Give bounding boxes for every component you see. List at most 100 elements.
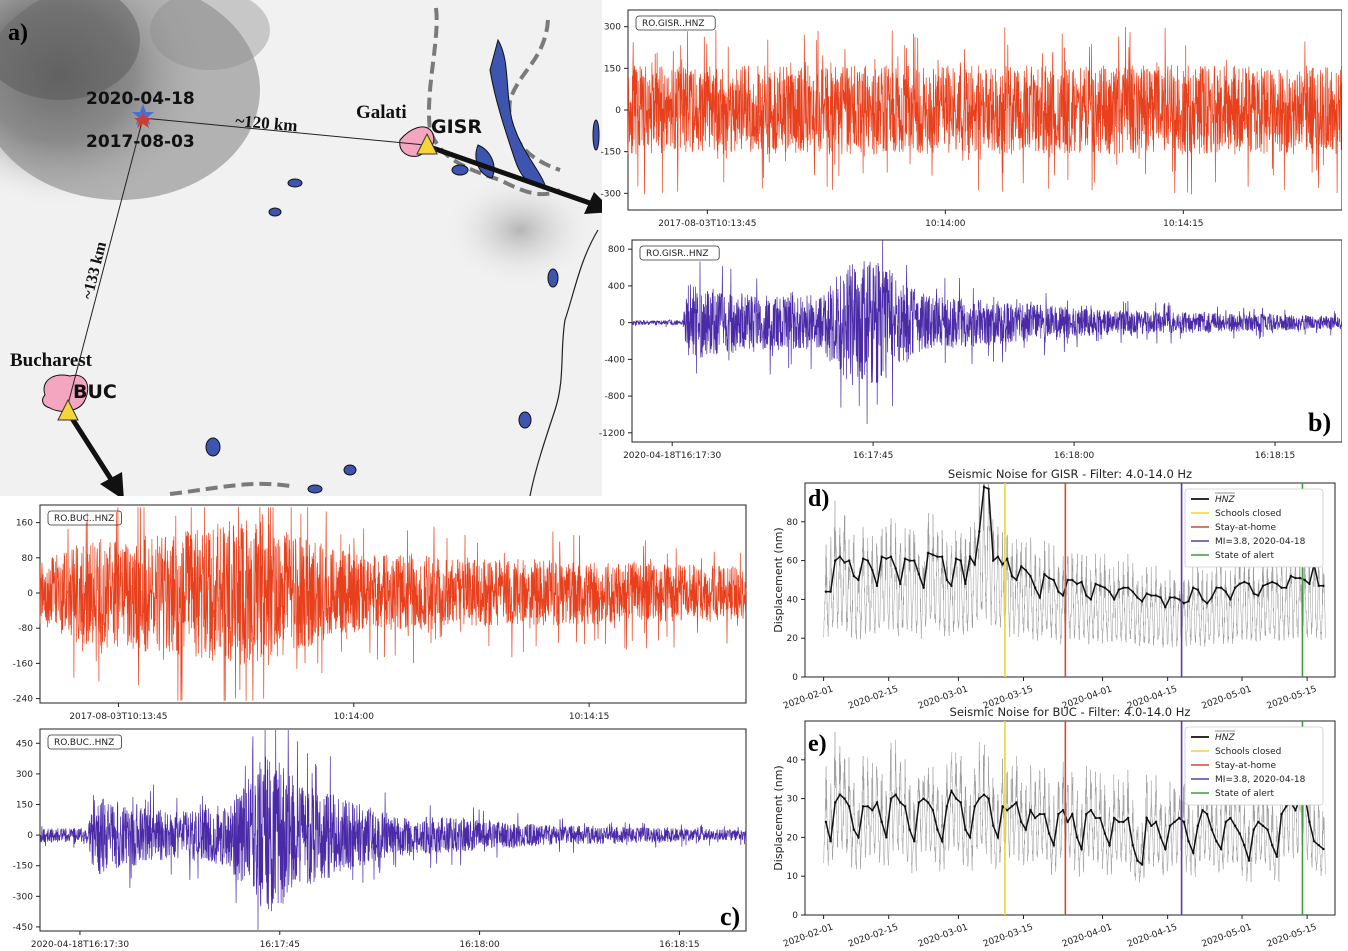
- daily-median-point: [1187, 600, 1190, 603]
- x-tick-label: 16:17:45: [260, 940, 300, 950]
- legend-entry: MI=3.8, 2020-04-18: [1215, 775, 1306, 785]
- y-tick-label: 20: [787, 634, 799, 644]
- waveform-trace: [39, 729, 747, 931]
- daily-median-point: [1154, 820, 1158, 824]
- x-tick-label: 16:18:00: [1054, 451, 1095, 461]
- panel-label-b: b): [1308, 408, 1332, 437]
- daily-median-point: [1257, 594, 1260, 597]
- arrow-to-panel-c: [65, 410, 119, 489]
- daily-median-point: [1182, 820, 1186, 824]
- station-label-buc: BUC: [73, 381, 117, 403]
- daily-median-point: [978, 530, 981, 533]
- y-tick-label: 0: [615, 106, 621, 116]
- daily-median-point: [1122, 586, 1125, 589]
- daily-median-point: [1303, 578, 1306, 582]
- daily-median-point: [899, 582, 902, 586]
- x-tick-label: 10:14:00: [925, 219, 966, 229]
- y-tick-label: 0: [27, 831, 33, 841]
- daily-median-point: [931, 809, 935, 812]
- arrow-head-c: [100, 472, 124, 500]
- daily-median-point: [1173, 596, 1176, 599]
- daily-median-point: [1038, 596, 1041, 599]
- daily-median-point: [950, 789, 953, 793]
- daily-median-point: [1257, 820, 1260, 824]
- x-tick-label: 2020-04-18T16:17:30: [623, 451, 721, 461]
- daily-median-point: [889, 797, 893, 800]
- daily-median-point: [1145, 592, 1148, 595]
- daily-median-point: [1205, 602, 1209, 605]
- daily-median-point: [1080, 847, 1083, 851]
- legend-label: RO.GISR..HNZ: [646, 249, 709, 259]
- daily-median-point: [824, 820, 828, 824]
- daily-median-point: [908, 828, 911, 831]
- daily-median-point: [1085, 812, 1088, 816]
- y-tick-label: -300: [601, 189, 622, 199]
- daily-median-point: [1131, 590, 1134, 593]
- daily-median-point: [1010, 805, 1014, 808]
- daily-median-point: [1136, 596, 1139, 599]
- daily-median-point: [1317, 584, 1320, 588]
- daily-median-point: [1308, 820, 1311, 824]
- daily-median-point: [1210, 596, 1213, 599]
- daily-median-point: [899, 801, 902, 804]
- daily-median-point: [1229, 598, 1232, 601]
- x-tick-label: 2017-08-03T10:13:45: [658, 219, 756, 229]
- x-tick-label: 16:17:45: [853, 451, 893, 461]
- distance-line-south: [66, 117, 144, 409]
- daily-median-point: [894, 793, 897, 796]
- daily-median-point: [834, 559, 837, 562]
- daily-median-point: [1080, 580, 1083, 584]
- legend-box: [1184, 488, 1324, 568]
- y-tick-label: 60: [787, 557, 799, 567]
- x-tick-label: 16:18:15: [1255, 451, 1295, 461]
- y-axis-label: Displacement (nm): [772, 527, 785, 632]
- daily-median-point: [885, 836, 888, 839]
- relief-map: a) 2020-04-18 2017-08-03 ~120 km ~133 km…: [0, 0, 614, 500]
- daily-median-point: [1019, 820, 1023, 824]
- daily-median-point: [1099, 584, 1102, 588]
- daily-median-point: [1019, 565, 1023, 568]
- event-2017-star: [134, 112, 152, 128]
- daily-median-point: [1182, 602, 1186, 605]
- panel-label-c: c): [720, 902, 741, 931]
- waveform-buc-2020: 450 300 150 0 -150 -300 -450 2020-04-18T16:17:3…: [13, 728, 747, 950]
- daily-median-point: [861, 557, 865, 560]
- y-tick-label: 10: [787, 872, 799, 882]
- daily-median-point: [1322, 584, 1325, 588]
- y-tick-label: -240: [13, 695, 34, 705]
- daily-median-point: [1196, 824, 1200, 827]
- daily-median-point: [992, 559, 995, 562]
- daily-median-point: [852, 828, 856, 831]
- daily-median-point: [1178, 598, 1181, 601]
- x-tick-label: 16:18:00: [459, 940, 500, 950]
- daily-median-point: [913, 840, 916, 843]
- daily-median-point: [1094, 816, 1097, 820]
- daily-median-point: [1284, 805, 1288, 808]
- legend-entry: HNZ: [1215, 733, 1236, 743]
- daily-median-point: [1275, 855, 1279, 858]
- daily-median-point: [1029, 809, 1032, 812]
- event-date-2017: 2017-08-03: [86, 132, 195, 152]
- daily-median-point: [903, 557, 907, 560]
- x-tick-label: 2020-04-15: [1126, 922, 1179, 949]
- noise-chart-gisr: Seismic Noise for GISR - Filter: 4.0-14.…: [772, 467, 1336, 711]
- daily-median-point: [829, 590, 832, 593]
- daily-median-point: [885, 557, 888, 560]
- daily-median-point: [996, 555, 1000, 558]
- daily-median-point: [894, 567, 897, 570]
- daily-median-point: [1047, 576, 1051, 580]
- daily-median-point: [954, 557, 958, 560]
- y-tick-label: -1200: [599, 429, 625, 439]
- daily-median-point: [954, 797, 958, 800]
- daily-median-point: [1238, 832, 1241, 835]
- daily-median-point: [927, 801, 930, 804]
- daily-median-point: [945, 578, 948, 582]
- waveform-gisr-2017: 300 150 0 -150 -300 2017-08-03T10:13:45 10:14:…: [601, 9, 1342, 229]
- y-tick-label: 400: [608, 282, 625, 292]
- daily-median-point: [973, 805, 976, 808]
- daily-median-point: [1061, 809, 1065, 812]
- daily-median-point: [852, 574, 856, 578]
- panel-label-a: a): [8, 20, 28, 46]
- daily-median-point: [1024, 569, 1028, 572]
- chart-title: Seismic Noise for GISR - Filter: 4.0-14.…: [948, 467, 1192, 481]
